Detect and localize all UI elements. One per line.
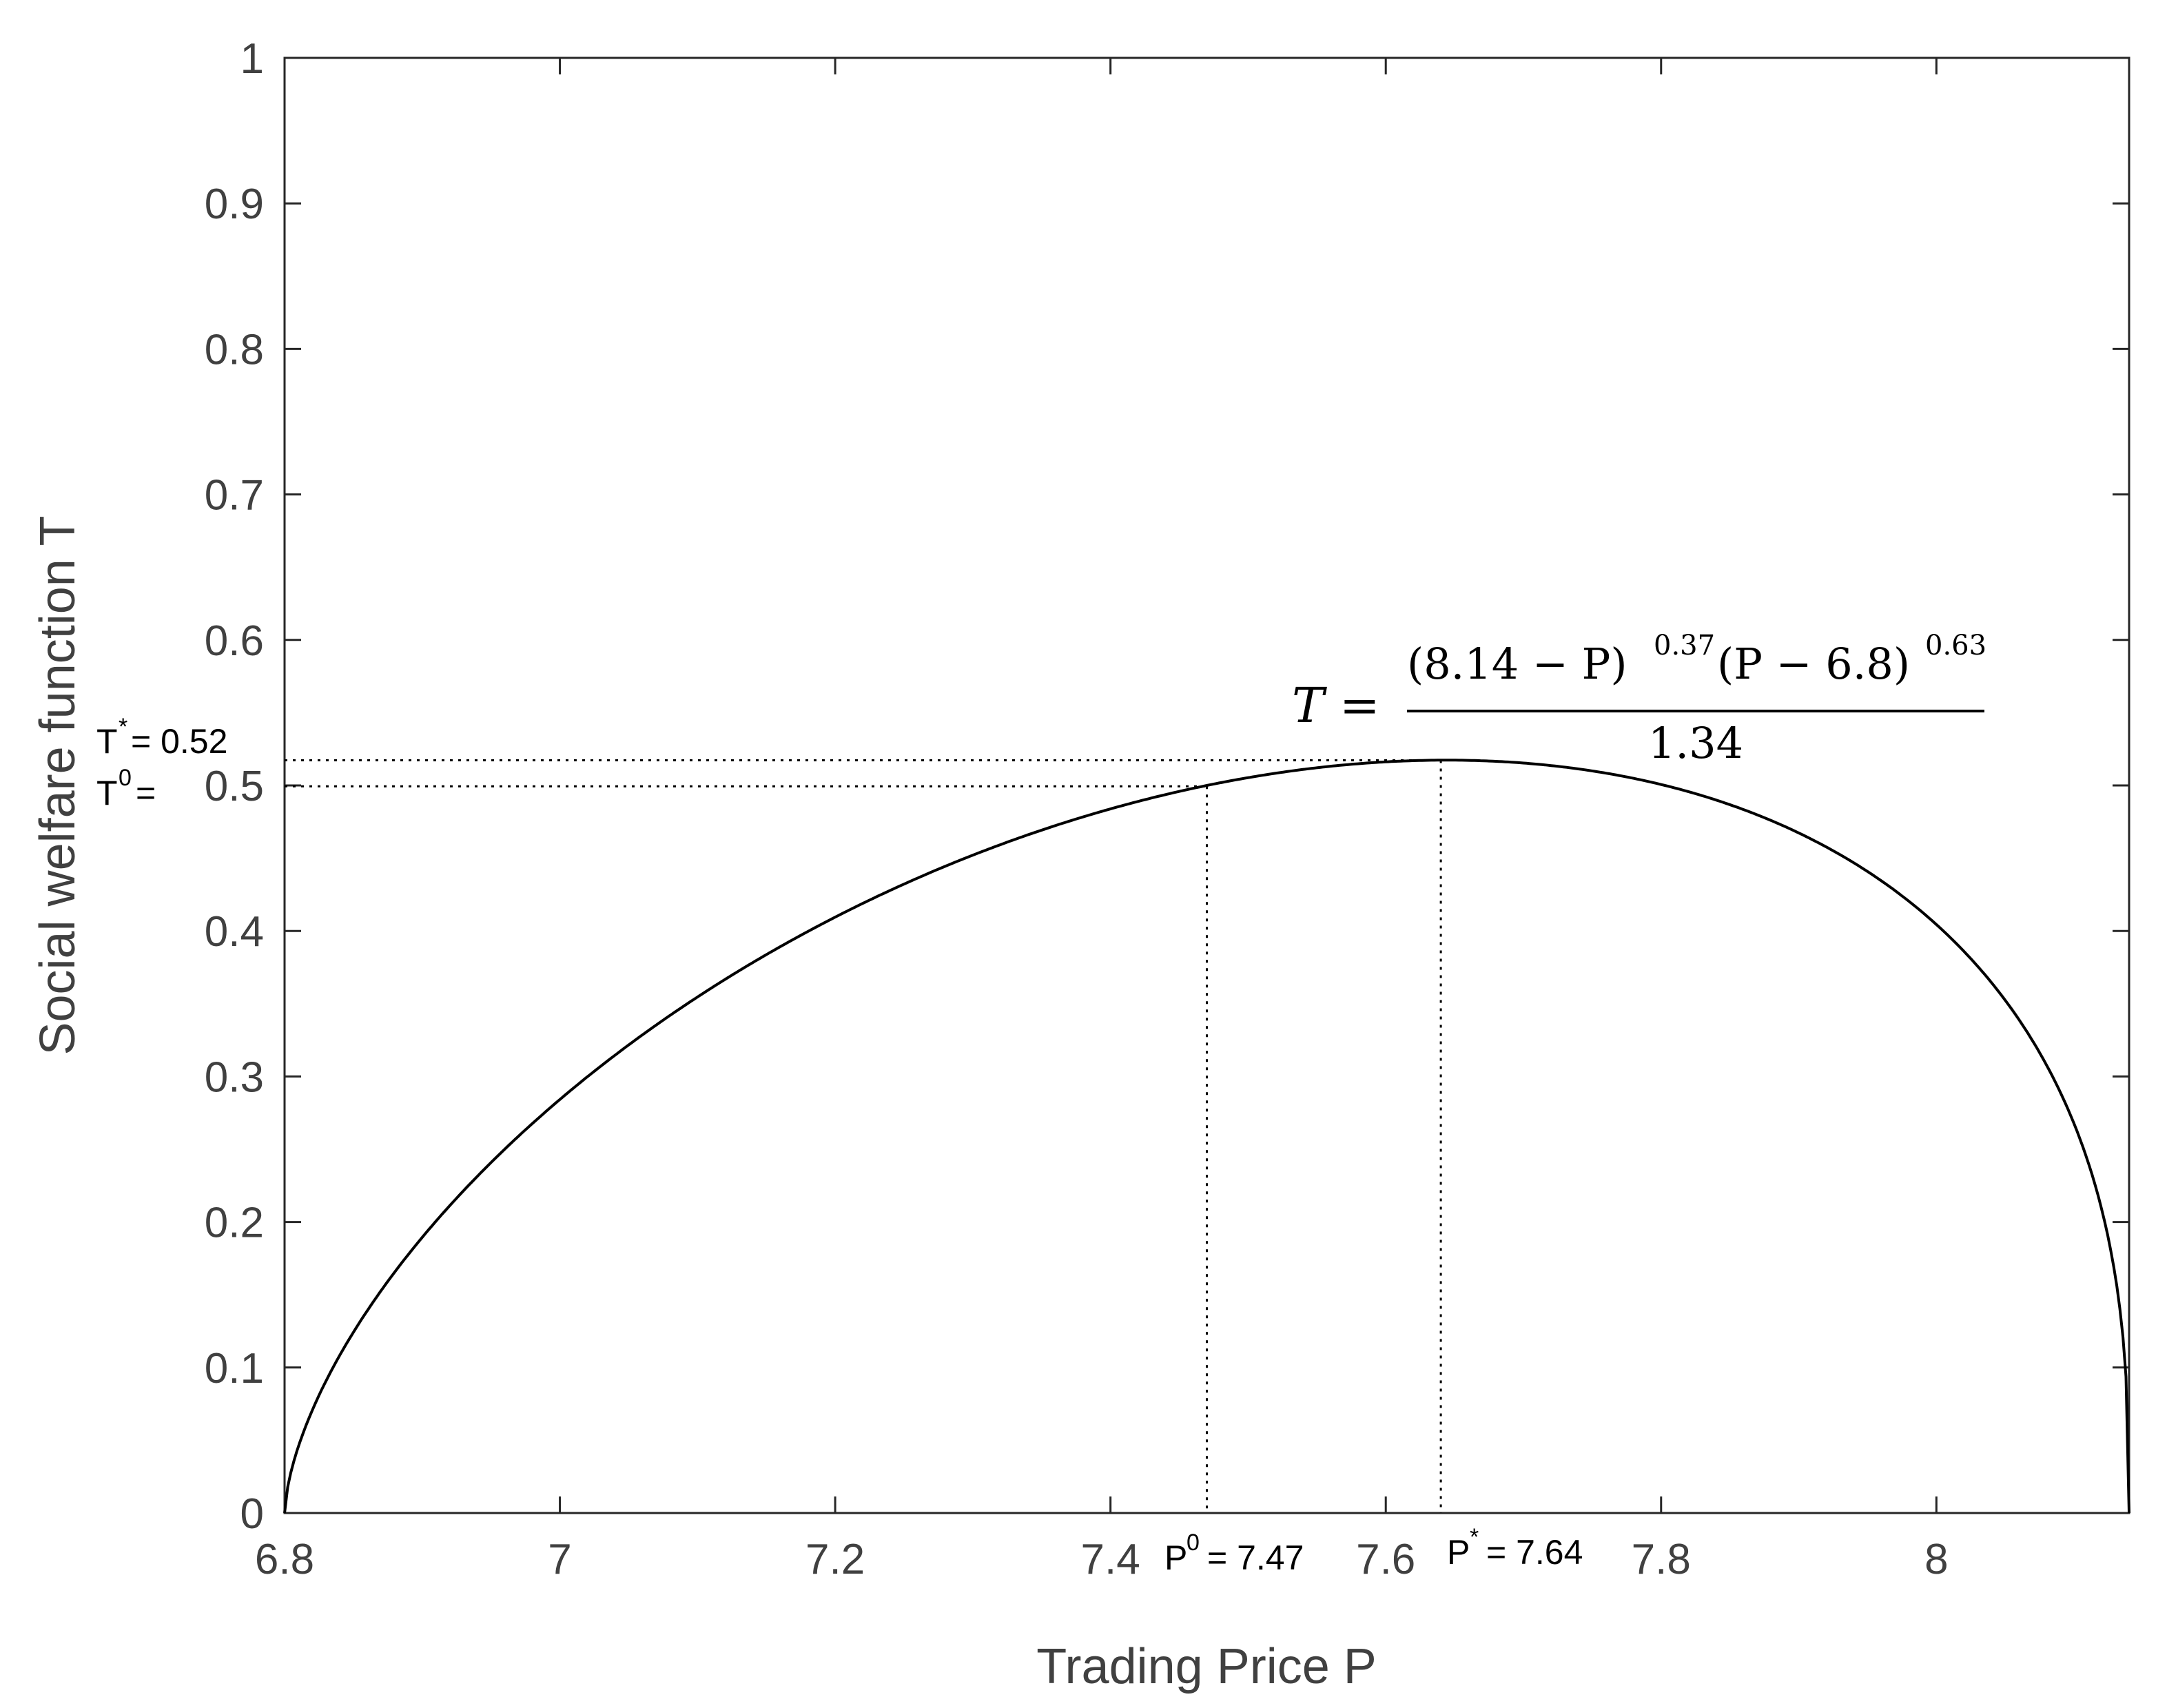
y-axis-label: Social welfare function T: [30, 515, 85, 1055]
y-tick-label: 0.5: [205, 763, 264, 810]
formula-exp1: 0.37: [1654, 630, 1715, 661]
t0-prefix: T: [96, 774, 118, 812]
p0-sup: 0: [1187, 1530, 1200, 1556]
y-tick-label: 0.8: [205, 326, 264, 373]
tstar-sup: *: [119, 714, 127, 740]
t0-sup: 0: [119, 765, 132, 791]
formula-exp2: 0.63: [1925, 630, 1986, 661]
y-tick-label: 0.7: [205, 472, 264, 519]
p0-text: = 7.47: [1207, 1539, 1304, 1577]
x-axis-label: Trading Price P: [1036, 1639, 1377, 1694]
y-tick-label: 0: [240, 1490, 264, 1538]
x-tick-label: 7.8: [1632, 1536, 1691, 1583]
x-tick-label: 7.4: [1081, 1536, 1140, 1583]
annotation-t0: T 0 =: [96, 765, 156, 812]
guide-lines: [285, 759, 1442, 1513]
x-tick-label: 6.8: [255, 1536, 314, 1583]
y-tick-label: 1: [240, 35, 264, 83]
x-ticks: 6.8 7 7.2 7.4 7.6 7.8 8: [255, 58, 1949, 1583]
p0-prefix: P: [1164, 1539, 1187, 1577]
y-tick-label: 0.1: [205, 1345, 264, 1392]
tstar-prefix: T: [96, 722, 118, 761]
annotation-tstar: T * = 0.52: [96, 714, 227, 761]
formula-annotation: T = (8.14 − P) 0.37 (P − 6.8) 0.63 1.34: [1292, 630, 1986, 768]
formula-lhs: T =: [1292, 677, 1380, 734]
y-tick-label: 0.6: [205, 617, 264, 665]
y-tick-label: 0.4: [205, 908, 264, 956]
y-tick-label: 0.9: [205, 181, 264, 228]
y-ticks: 0 0.1 0.2 0.3 0.4 0.5 0.6 0.7 0.8 0.9 1: [205, 35, 2129, 1538]
formula-numerator-b: (P − 6.8): [1717, 639, 1910, 689]
x-tick-label: 7.2: [805, 1536, 865, 1583]
tstar-text: = 0.52: [131, 722, 227, 761]
y-tick-label: 0.2: [205, 1200, 264, 1247]
x-tick-label: 7.6: [1356, 1536, 1415, 1583]
x-tick-label: 8: [1924, 1536, 1948, 1583]
pstar-text: = 7.64: [1486, 1533, 1583, 1572]
annotation-pstar: P * = 7.64: [1447, 1524, 1583, 1572]
x-tick-label: 7: [548, 1536, 571, 1583]
t0-text: =: [136, 774, 156, 812]
y-tick-label: 0.3: [205, 1053, 264, 1101]
formula-denominator: 1.34: [1648, 718, 1743, 768]
pstar-sup: *: [1470, 1524, 1479, 1550]
formula-numerator-a: (8.14 − P): [1407, 639, 1627, 689]
pstar-prefix: P: [1447, 1533, 1470, 1572]
annotation-p0: P 0 = 7.47: [1164, 1530, 1304, 1577]
welfare-curve: [283, 759, 2130, 1514]
